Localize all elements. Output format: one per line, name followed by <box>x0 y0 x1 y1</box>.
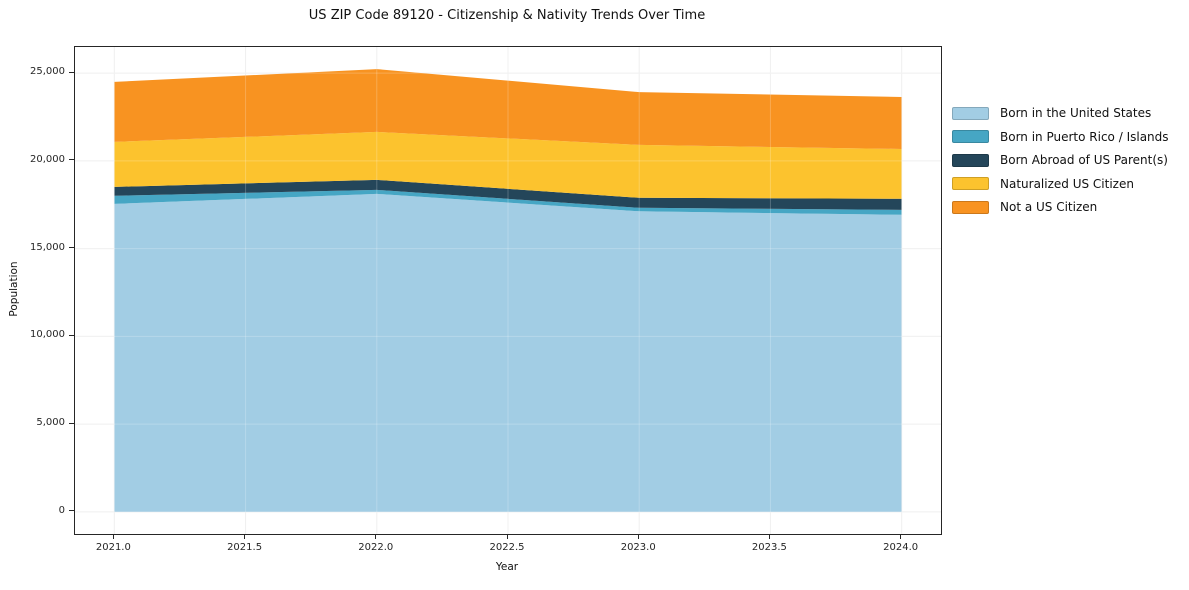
legend-item: Naturalized US Citizen <box>952 177 1169 191</box>
legend-item: Born Abroad of US Parent(s) <box>952 153 1169 167</box>
y-tick-label: 5,000 <box>36 417 65 429</box>
legend-swatch <box>952 153 989 167</box>
plot-area <box>74 46 942 535</box>
y-tick-mark <box>69 334 74 336</box>
x-tick-label: 2022.5 <box>489 542 525 553</box>
legend-swatch <box>952 177 989 190</box>
legend: Born in the United States Born in Puerto … <box>952 106 1169 214</box>
legend-label: Born in the United States <box>1000 106 1152 120</box>
legend-item: Born in Puerto Rico / Islands <box>952 130 1169 144</box>
y-tick-mark <box>69 422 74 424</box>
y-tick-label: 25,000 <box>30 66 65 78</box>
y-tick-label: 10,000 <box>30 329 65 341</box>
chart-title: US ZIP Code 89120 - Citizenship & Nativi… <box>308 8 706 23</box>
legend-item: Not a US Citizen <box>952 200 1169 214</box>
y-tick-mark <box>69 247 74 249</box>
legend-label: Born in Puerto Rico / Islands <box>1000 129 1169 144</box>
legend-label: Naturalized US Citizen <box>1000 176 1134 191</box>
legend-swatch <box>952 106 989 120</box>
x-tick-mark <box>375 534 377 539</box>
x-tick-label: 2021.0 <box>95 542 131 553</box>
x-tick-mark <box>112 534 114 539</box>
x-tick-label: 2023.0 <box>620 542 656 553</box>
x-tick-mark <box>244 534 246 539</box>
y-tick-mark <box>69 71 74 73</box>
x-tick-label: 2023.5 <box>751 542 787 553</box>
y-tick-label: 15,000 <box>30 241 65 253</box>
x-tick-mark <box>768 534 770 539</box>
x-axis-label: Year <box>495 561 519 573</box>
y-tick-label: 0 <box>58 504 65 516</box>
y-tick-mark <box>69 510 74 512</box>
x-tick-mark <box>506 534 508 539</box>
legend-item: Born in the United States <box>952 106 1169 120</box>
x-tick-mark <box>900 534 902 539</box>
y-axis-label: Population <box>8 261 20 317</box>
y-tick-label: 20,000 <box>30 153 65 165</box>
legend-label: Not a US Citizen <box>1000 200 1098 214</box>
legend-swatch <box>952 200 989 214</box>
x-tick-label: 2021.5 <box>227 542 263 553</box>
stacked-area-chart <box>75 47 941 534</box>
y-tick-mark <box>69 159 74 161</box>
x-tick-label: 2024.0 <box>883 542 919 553</box>
legend-label: Born Abroad of US Parent(s) <box>1000 153 1168 167</box>
x-tick-label: 2022.0 <box>358 542 394 553</box>
x-tick-mark <box>637 534 639 539</box>
legend-swatch <box>952 130 989 143</box>
